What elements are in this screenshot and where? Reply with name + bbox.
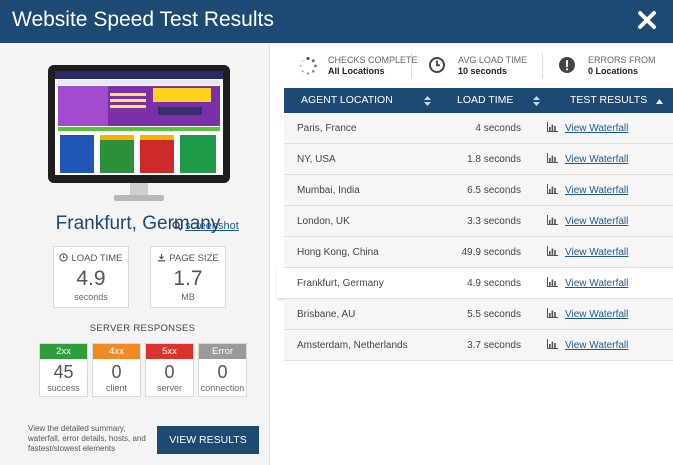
bar-chart-icon [547, 246, 558, 259]
row-location: Paris, France [297, 123, 357, 134]
column-agent-location[interactable]: AGENT LOCATION [301, 94, 393, 106]
view-results-button[interactable]: VIEW RESULTS [157, 426, 259, 454]
table-row[interactable]: London, UK 3.3 seconds View Waterfall [284, 206, 673, 237]
download-icon [158, 253, 166, 262]
spinner-icon [298, 56, 318, 81]
page-size-label: PAGE SIZE [169, 253, 219, 264]
table-row[interactable]: Brisbane, AU 5.5 seconds View Waterfall [284, 299, 673, 330]
row-location: London, UK [297, 216, 350, 227]
row-load-time: 6.5 seconds [467, 185, 521, 196]
view-waterfall-link[interactable]: View Waterfall [565, 216, 629, 227]
divider [411, 53, 412, 78]
response-code: 4xx [93, 344, 140, 359]
table-row[interactable]: Mumbai, India 6.5 seconds View Waterfall [284, 175, 673, 206]
page-size-value: 1.7 [173, 267, 203, 290]
load-time-card: LOAD TIME 4.9 seconds [53, 246, 129, 308]
table-row[interactable]: Paris, France 4 seconds View Waterfall [284, 113, 673, 144]
table-row[interactable]: Hong Kong, China 49.9 seconds View Water… [284, 237, 673, 268]
screenshot-link[interactable]: screenshot [172, 220, 239, 234]
sort-icon[interactable] [424, 96, 431, 109]
dialog-header: Website Speed Test Results [0, 0, 673, 43]
response-count: 45 [53, 362, 74, 382]
load-time-unit: seconds [74, 292, 108, 302]
bar-chart-icon [547, 215, 558, 228]
summary-description: View the detailed summary, waterfall, er… [28, 424, 146, 453]
dialog-title: Website Speed Test Results [12, 8, 274, 31]
response-count: 0 [111, 362, 122, 382]
page-size-card: PAGE SIZE 1.7 MB [150, 246, 226, 308]
row-load-time: 4 seconds [475, 123, 521, 134]
results-table-header: AGENT LOCATION LOAD TIME TEST RESULTS [284, 88, 673, 113]
clock-icon [428, 56, 446, 79]
response-label: client [105, 383, 127, 393]
stat-label: ERRORS FROM [588, 55, 656, 65]
bar-chart-icon [547, 308, 558, 321]
row-load-time: 3.3 seconds [467, 216, 521, 227]
response-code: 5xx [146, 344, 193, 359]
response-2xx-card: 2xx 45 success [39, 343, 88, 397]
monitor-screenshot[interactable] [48, 65, 230, 225]
sort-icon[interactable] [533, 96, 540, 109]
view-waterfall-link[interactable]: View Waterfall [565, 185, 629, 196]
stat-value: 0 Locations [588, 66, 639, 76]
view-waterfall-link[interactable]: View Waterfall [565, 247, 629, 258]
response-error-card: Error 0 connection [198, 343, 247, 397]
server-responses-title: SERVER RESPONSES [89, 323, 196, 334]
response-label: server [156, 383, 182, 393]
response-code: Error [199, 344, 246, 359]
bar-chart-icon [547, 277, 558, 290]
view-waterfall-link[interactable]: View Waterfall [565, 309, 629, 320]
page-size-unit: MB [181, 292, 195, 302]
view-waterfall-link[interactable]: View Waterfall [565, 278, 629, 289]
load-time-label: LOAD TIME [71, 253, 123, 264]
bar-chart-icon [547, 153, 558, 166]
row-load-time: 49.9 seconds [461, 247, 522, 258]
response-4xx-card: 4xx 0 client [92, 343, 141, 397]
stat-value: All Locations [328, 66, 385, 76]
bar-chart-icon [547, 339, 558, 352]
stat-label: AVG LOAD TIME [458, 55, 528, 65]
row-location: NY, USA [297, 154, 336, 165]
response-count: 0 [217, 362, 228, 382]
row-load-time: 5.5 seconds [467, 309, 521, 320]
column-load-time[interactable]: LOAD TIME [457, 94, 514, 106]
row-location: Brisbane, AU [297, 309, 356, 320]
bar-chart-icon [547, 184, 558, 197]
response-code: 2xx [40, 344, 87, 359]
response-label: connection [200, 383, 245, 393]
stats-bar: CHECKS COMPLETE All Locations AVG LOAD T… [284, 43, 673, 88]
clock-icon [59, 253, 69, 262]
table-row[interactable]: Amsterdam, Netherlands 3.7 seconds View … [284, 330, 673, 361]
row-location: Amsterdam, Netherlands [297, 340, 408, 351]
table-row-selected[interactable]: Frankfurt, Germany 4.9 seconds View Wate… [277, 268, 673, 299]
sort-asc-icon[interactable] [656, 95, 663, 107]
stat-value: 10 seconds [458, 66, 508, 76]
bar-chart-icon [547, 122, 558, 135]
row-location: Hong Kong, China [297, 247, 379, 258]
row-load-time: 1.8 seconds [467, 154, 521, 165]
response-label: success [47, 383, 80, 393]
row-load-time: 4.9 seconds [467, 278, 521, 289]
row-location: Frankfurt, Germany [297, 278, 384, 289]
response-5xx-card: 5xx 0 server [145, 343, 194, 397]
selected-location-title: Frankfurt, Germany [55, 213, 221, 234]
view-waterfall-link[interactable]: View Waterfall [565, 123, 629, 134]
view-waterfall-link[interactable]: View Waterfall [565, 154, 629, 165]
row-load-time: 3.7 seconds [467, 340, 521, 351]
alert-icon [558, 56, 576, 79]
load-time-value: 4.9 [76, 267, 106, 290]
row-location: Mumbai, India [297, 185, 360, 196]
view-waterfall-link[interactable]: View Waterfall [565, 340, 629, 351]
column-test-results[interactable]: TEST RESULTS [570, 94, 648, 106]
location-summary-panel: screenshot Frankfurt, Germany LOAD TIME … [0, 43, 270, 465]
table-row[interactable]: NY, USA 1.8 seconds View Waterfall [284, 144, 673, 175]
screenshot-link-label[interactable]: screenshot [185, 220, 239, 232]
divider [542, 53, 543, 78]
close-icon[interactable] [635, 8, 659, 32]
response-count: 0 [164, 362, 175, 382]
stat-label: CHECKS COMPLETE [328, 55, 418, 65]
zoom-icon [172, 221, 182, 234]
